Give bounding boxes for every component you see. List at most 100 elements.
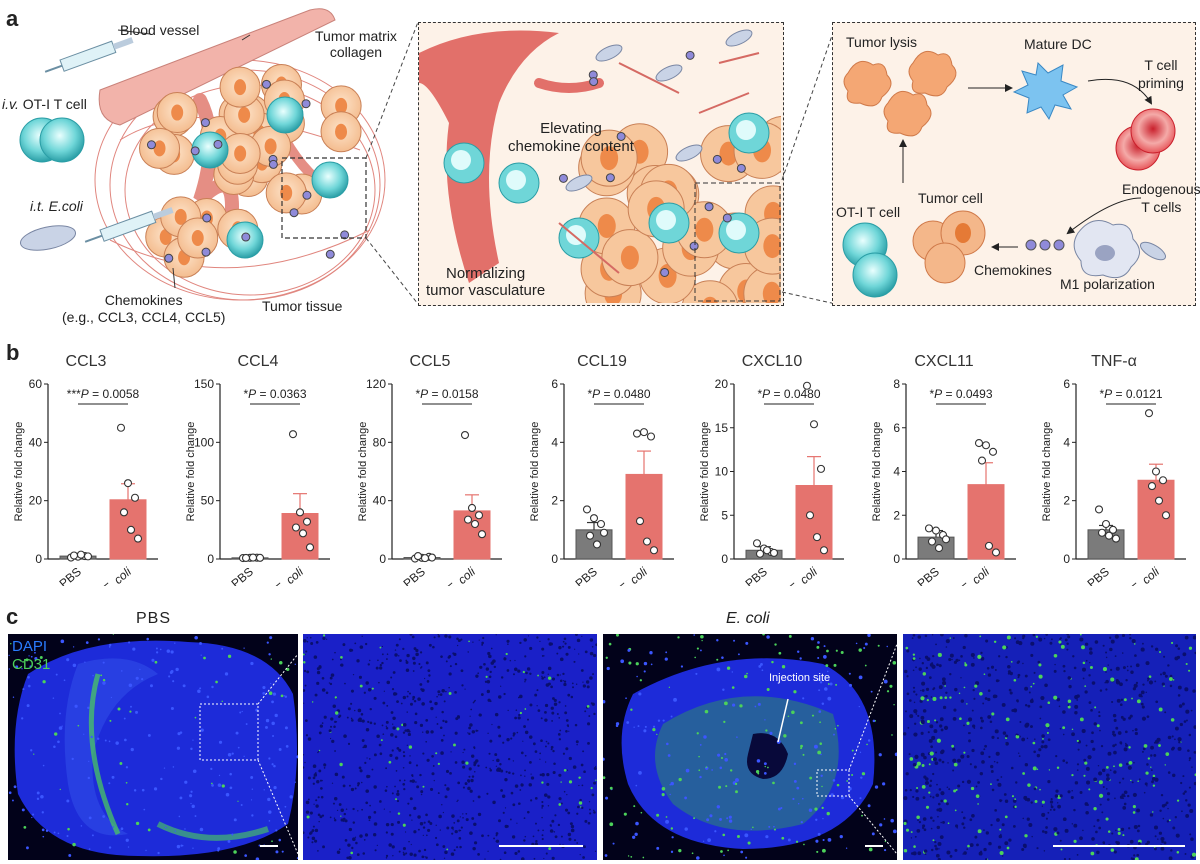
- label-normalizing-l1: Normalizing: [446, 265, 526, 282]
- p-value-annotation: *P = 0.0158: [415, 387, 478, 401]
- data-point: [1147, 482, 1157, 491]
- y-tick-label: 40: [29, 435, 43, 449]
- y-tick-label: 0: [379, 552, 386, 566]
- label-tumor-lysis: Tumor lysis: [846, 34, 918, 50]
- label-m1-polarization: M1 polarization: [1060, 276, 1155, 292]
- data-point: [123, 479, 133, 488]
- chart-title: CCL4: [238, 353, 279, 370]
- tumor-tissue-illustration: [19, 8, 386, 301]
- label-injection-site: Injection site: [769, 672, 831, 684]
- x-category-label: PBS: [573, 565, 600, 586]
- data-point: [1111, 534, 1121, 543]
- pbs-zoom-image: [303, 634, 597, 860]
- p-value-annotation: *P = 0.0493: [929, 387, 992, 401]
- label-ot1-t-cell: OT-I T cell: [836, 204, 901, 220]
- mechanism-illustration: [842, 50, 1176, 298]
- y-tick-label: 4: [893, 465, 900, 479]
- data-point: [1108, 525, 1118, 534]
- y-axis-label: Relative fold change: [871, 422, 883, 522]
- data-point: [1104, 531, 1114, 540]
- y-tick-label: 4: [551, 435, 558, 449]
- label-mature-dc: Mature DC: [1024, 36, 1092, 52]
- label-elevating: Elevating chemokine content: [508, 120, 634, 156]
- data-point: [649, 546, 659, 555]
- y-axis-label: Relative fold change: [357, 422, 369, 522]
- chart-title: CCL5: [410, 353, 451, 370]
- data-point: [413, 552, 423, 561]
- data-point: [241, 553, 251, 562]
- y-axis-label: Relative fold change: [529, 422, 541, 522]
- y-tick-label: 0: [551, 552, 558, 566]
- y-tick-label: 8: [893, 377, 900, 391]
- y-tick-label: 4: [1063, 435, 1070, 449]
- y-axis-label: Relative fold change: [1041, 422, 1053, 522]
- data-point: [467, 503, 477, 513]
- panel-letter-a: a: [6, 6, 19, 31]
- zoom-connector: [365, 21, 419, 305]
- chart-5: CXCL11 Relative fold change 0 2 4 6 8 PBS E. col…: [871, 353, 1016, 586]
- label-t-cell-priming-l1: T cell: [1144, 57, 1178, 73]
- x-category-label: PBS: [1085, 565, 1112, 586]
- bar-ecoli: [1137, 479, 1175, 560]
- y-tick-label: 0: [893, 552, 900, 566]
- data-point: [460, 430, 470, 440]
- data-point: [126, 525, 136, 534]
- y-tick-label: 6: [551, 377, 558, 391]
- x-category-label: PBS: [743, 565, 770, 586]
- data-point: [291, 523, 301, 532]
- data-point: [632, 429, 642, 438]
- chart-title: TNF-α: [1091, 353, 1137, 370]
- x-category-label: E. coli: [786, 564, 820, 586]
- chart-6: TNF-α Relative fold change 0 2 4 6 PBS E. coli *…: [1041, 353, 1186, 586]
- data-point: [592, 540, 602, 549]
- label-elevating-l1: Elevating: [540, 120, 602, 137]
- y-tick-label: 0: [207, 552, 214, 566]
- data-point: [1144, 409, 1154, 418]
- data-point: [1151, 467, 1161, 476]
- data-point: [288, 430, 298, 439]
- data-point: [76, 550, 86, 559]
- label-tumor-matrix-l2: collagen: [329, 44, 383, 60]
- y-tick-label: 100: [194, 435, 214, 449]
- chart-title: CCL3: [66, 353, 107, 370]
- y-tick-label: 20: [715, 377, 729, 391]
- data-point: [1097, 528, 1107, 537]
- chart-1: CCL4 Relative fold change 0 50 100 150 PBS E. c…: [185, 353, 330, 586]
- data-point: [427, 553, 437, 562]
- p-value-annotation: *P = 0.0363: [243, 387, 306, 401]
- panel-letter-b: b: [6, 340, 20, 365]
- label-it-text: E.coli: [48, 198, 83, 214]
- ecoli-zoom-image: [903, 634, 1196, 860]
- x-category-label: PBS: [401, 565, 428, 586]
- p-value-annotation: *P = 0.0480: [757, 387, 820, 401]
- label-endogenous: Endogenous T cells: [1122, 180, 1200, 216]
- data-point: [119, 508, 129, 517]
- data-point: [596, 519, 606, 529]
- data-point: [69, 551, 79, 560]
- y-tick-label: 10: [715, 465, 729, 479]
- data-point: [295, 508, 305, 517]
- data-point: [924, 524, 934, 533]
- y-tick-label: 120: [366, 377, 386, 391]
- label-chemokines-l2: (e.g., CCL3, CCL4, CCL5): [62, 309, 226, 325]
- data-point: [934, 544, 944, 553]
- data-point: [802, 381, 812, 390]
- data-point: [470, 519, 480, 529]
- label-endogenous-l1: Endogenous: [1122, 181, 1200, 197]
- x-category-label: PBS: [229, 565, 256, 586]
- data-point: [130, 493, 140, 502]
- label-it-prefix: i.t.: [30, 198, 45, 214]
- chart-title: CXCL11: [914, 353, 973, 370]
- data-point: [941, 535, 951, 544]
- chart-title: CCL19: [577, 353, 627, 370]
- y-tick-label: 6: [1063, 377, 1070, 391]
- data-point: [762, 546, 772, 555]
- bar-ecoli: [281, 513, 319, 560]
- chart-3: CCL19 Relative fold change 0 2 4 6 PBS E. coli *…: [529, 353, 674, 586]
- data-point: [1161, 511, 1171, 520]
- label-blood-vessel: Blood vessel: [120, 22, 200, 38]
- data-point: [646, 432, 656, 441]
- label-tumor-matrix: Tumor matrix collagen: [315, 28, 397, 60]
- chart-0: CCL3 Relative fold change 0 20 40 60 PBS E. col…: [13, 353, 158, 586]
- legend-dapi: DAPI: [12, 638, 48, 655]
